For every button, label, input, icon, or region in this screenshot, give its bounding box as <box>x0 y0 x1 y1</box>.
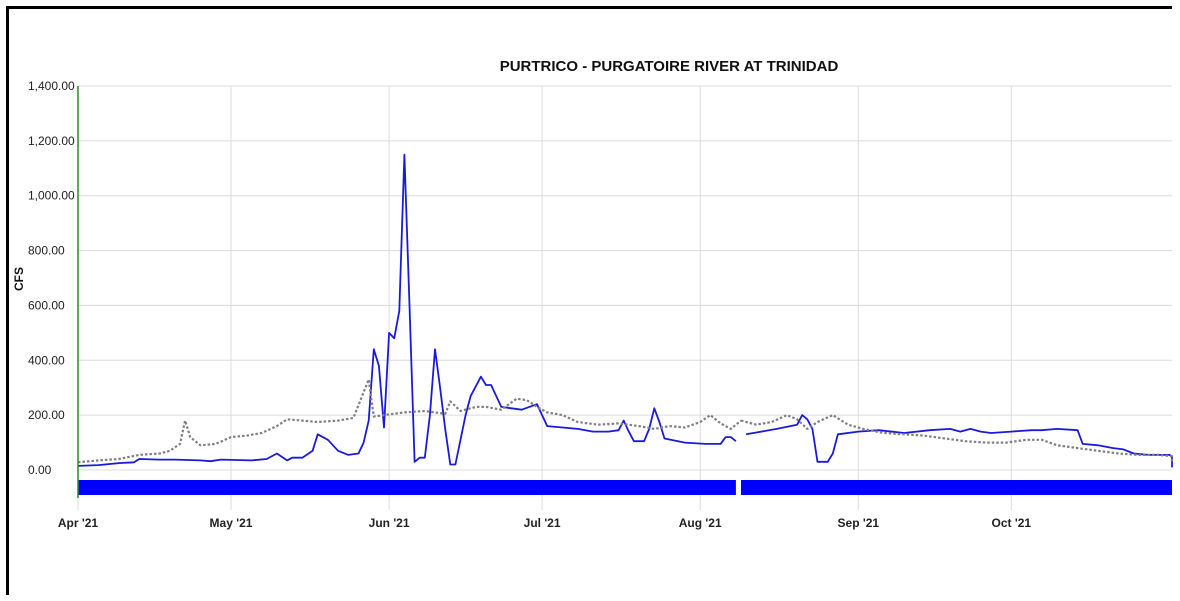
x-tick-label: Apr '21 <box>58 516 99 530</box>
chart-title: PURTRICO - PURGATOIRE RIVER AT TRINIDAD <box>500 58 839 75</box>
y-tick-label: 600.00 <box>28 298 65 312</box>
y-tick-label: 400.00 <box>28 353 65 367</box>
y-axis-ticks: 0.00 200.00 400.00 600.00 800.00 1,000.00 1,20… <box>28 79 75 477</box>
availability-bar <box>78 480 1172 495</box>
series-line-dotted <box>740 414 1174 464</box>
y-axis-label: CFS <box>12 267 26 291</box>
x-tick-label: Oct '21 <box>992 516 1032 530</box>
series-layer <box>77 153 1174 468</box>
series-line-dotted <box>77 378 742 464</box>
y-tick-label: 800.00 <box>28 244 65 258</box>
y-tick-label: 1,400.00 <box>28 79 75 93</box>
y-tick-label: 1,200.00 <box>28 134 75 148</box>
x-tick-label: Aug '21 <box>679 516 722 530</box>
gridlines <box>77 85 1172 510</box>
chart-frame: PURTRICO - PURGATOIRE RIVER AT TRINIDAD … <box>6 6 1174 595</box>
x-axis-ticks: Apr '21 May '21 Jun '21 Jul '21 Aug '21 Sep '… <box>58 516 1031 530</box>
y-tick-label: 200.00 <box>28 408 65 422</box>
x-tick-label: Sep '21 <box>838 516 880 530</box>
x-tick-label: May '21 <box>210 516 253 530</box>
x-tick-label: Jul '21 <box>524 516 561 530</box>
series-line-solid <box>745 414 1173 468</box>
series-line-solid <box>77 153 737 467</box>
y-tick-label: 0.00 <box>28 463 52 477</box>
x-tick-label: Jun '21 <box>369 516 410 530</box>
availability-segment <box>741 480 1172 495</box>
y-tick-label: 1,000.00 <box>28 189 75 203</box>
availability-segment <box>78 480 736 495</box>
chart-svg: PURTRICO - PURGATOIRE RIVER AT TRINIDAD … <box>12 58 1174 530</box>
